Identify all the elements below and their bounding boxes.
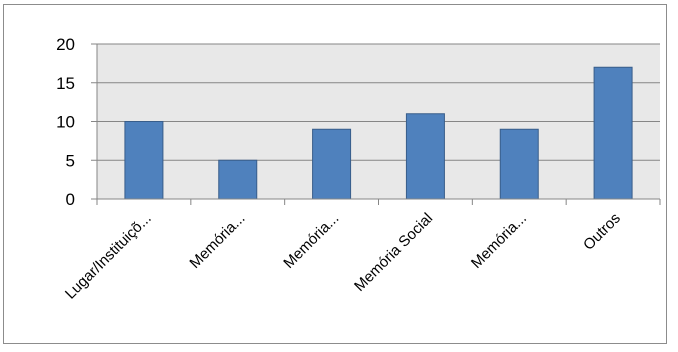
bar: [405, 113, 445, 200]
gridlines: [91, 43, 660, 200]
bar: [593, 66, 633, 200]
x-tick-label: Lugar/Instituiçõ...: [62, 210, 155, 303]
y-tick-label: 15: [56, 74, 75, 93]
axes: [96, 44, 661, 205]
bar: [124, 121, 164, 200]
y-tick-label: 0: [66, 190, 75, 209]
x-tick-label: Memória...: [280, 210, 342, 272]
x-tick-label: Outros: [580, 210, 624, 254]
y-tick-label: 10: [56, 113, 75, 132]
bar: [312, 128, 352, 200]
bar: [218, 159, 258, 200]
y-tick-label: 20: [56, 35, 75, 54]
x-tick-labels: Lugar/Instituiçõ... Memória... Memória... M…: [62, 210, 624, 303]
y-tick-labels: 0 5 10 15 20: [56, 35, 75, 209]
bars: [124, 66, 633, 200]
bar: [499, 128, 539, 200]
x-tick-label: Memória...: [468, 210, 530, 272]
y-tick-label: 5: [66, 151, 75, 170]
x-tick-label: Memória Social: [351, 210, 436, 295]
x-tick-label: Memória...: [186, 210, 248, 272]
